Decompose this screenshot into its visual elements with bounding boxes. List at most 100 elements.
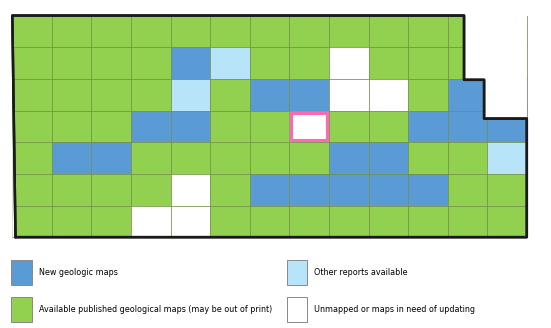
Bar (91, 142, 131, 174)
Bar (369, 206, 408, 237)
Bar (12, 79, 52, 111)
Bar (329, 142, 369, 174)
Bar (289, 47, 329, 79)
Bar (447, 47, 487, 79)
Bar (487, 47, 527, 79)
Bar (11, 260, 32, 285)
Bar (52, 142, 91, 174)
Bar (408, 47, 447, 79)
Bar (369, 47, 408, 79)
Bar (210, 206, 250, 237)
Bar (487, 79, 527, 111)
Bar (250, 15, 289, 47)
Bar (289, 174, 329, 206)
Bar (52, 111, 91, 142)
Bar (250, 142, 289, 174)
Bar (171, 15, 210, 47)
Bar (329, 111, 369, 142)
Bar (171, 174, 210, 206)
Bar (447, 111, 487, 142)
Bar (487, 142, 527, 174)
Bar (291, 113, 327, 140)
Bar (131, 111, 171, 142)
Bar (464, 15, 527, 80)
Bar (12, 111, 52, 142)
Bar (250, 206, 289, 237)
Bar (408, 206, 447, 237)
Bar (250, 79, 289, 111)
Text: Available published geological maps (may be out of print): Available published geological maps (may… (39, 305, 272, 314)
Bar (131, 47, 171, 79)
Bar (447, 206, 487, 237)
Bar (329, 47, 369, 79)
Bar (369, 174, 408, 206)
Bar (91, 15, 131, 47)
Bar (329, 174, 369, 206)
Bar (447, 174, 487, 206)
Bar (12, 142, 52, 174)
Bar (131, 15, 171, 47)
Bar (12, 206, 52, 237)
Bar (91, 206, 131, 237)
Bar (408, 142, 447, 174)
Bar (291, 113, 327, 140)
Bar (210, 15, 250, 47)
Bar (408, 15, 447, 47)
Bar (52, 47, 91, 79)
Bar (289, 142, 329, 174)
Bar (52, 174, 91, 206)
Bar (52, 206, 91, 237)
Bar (369, 111, 408, 142)
Bar (91, 79, 131, 111)
Bar (131, 79, 171, 111)
Bar (210, 174, 250, 206)
Bar (329, 79, 369, 111)
Bar (12, 15, 52, 47)
Bar (289, 79, 329, 111)
Polygon shape (12, 15, 15, 237)
Bar (289, 15, 329, 47)
Bar (210, 142, 250, 174)
Bar (131, 206, 171, 237)
Bar (287, 297, 307, 321)
Bar (487, 174, 527, 206)
Bar (91, 47, 131, 79)
Bar (329, 206, 369, 237)
Bar (250, 174, 289, 206)
Text: Other reports available: Other reports available (314, 268, 408, 277)
Bar (52, 15, 91, 47)
Bar (91, 174, 131, 206)
Bar (52, 79, 91, 111)
Bar (12, 47, 52, 79)
Bar (369, 142, 408, 174)
Bar (210, 79, 250, 111)
Bar (210, 47, 250, 79)
Bar (447, 79, 487, 111)
Bar (250, 47, 289, 79)
Text: New geologic maps: New geologic maps (39, 268, 117, 277)
Bar (484, 80, 527, 119)
Bar (210, 111, 250, 142)
Bar (369, 79, 408, 111)
Bar (131, 142, 171, 174)
Bar (408, 111, 447, 142)
Bar (408, 79, 447, 111)
Bar (12, 174, 52, 206)
Bar (287, 260, 307, 285)
Bar (447, 15, 487, 47)
Bar (487, 206, 527, 237)
Bar (171, 79, 210, 111)
Bar (131, 174, 171, 206)
Bar (250, 111, 289, 142)
Bar (447, 142, 487, 174)
Bar (329, 15, 369, 47)
Bar (171, 47, 210, 79)
Bar (289, 111, 329, 142)
Text: Unmapped or maps in need of updating: Unmapped or maps in need of updating (314, 305, 475, 314)
Bar (171, 142, 210, 174)
Bar (91, 111, 131, 142)
Bar (487, 15, 527, 47)
Bar (11, 297, 32, 321)
Bar (408, 174, 447, 206)
Bar (487, 111, 527, 142)
